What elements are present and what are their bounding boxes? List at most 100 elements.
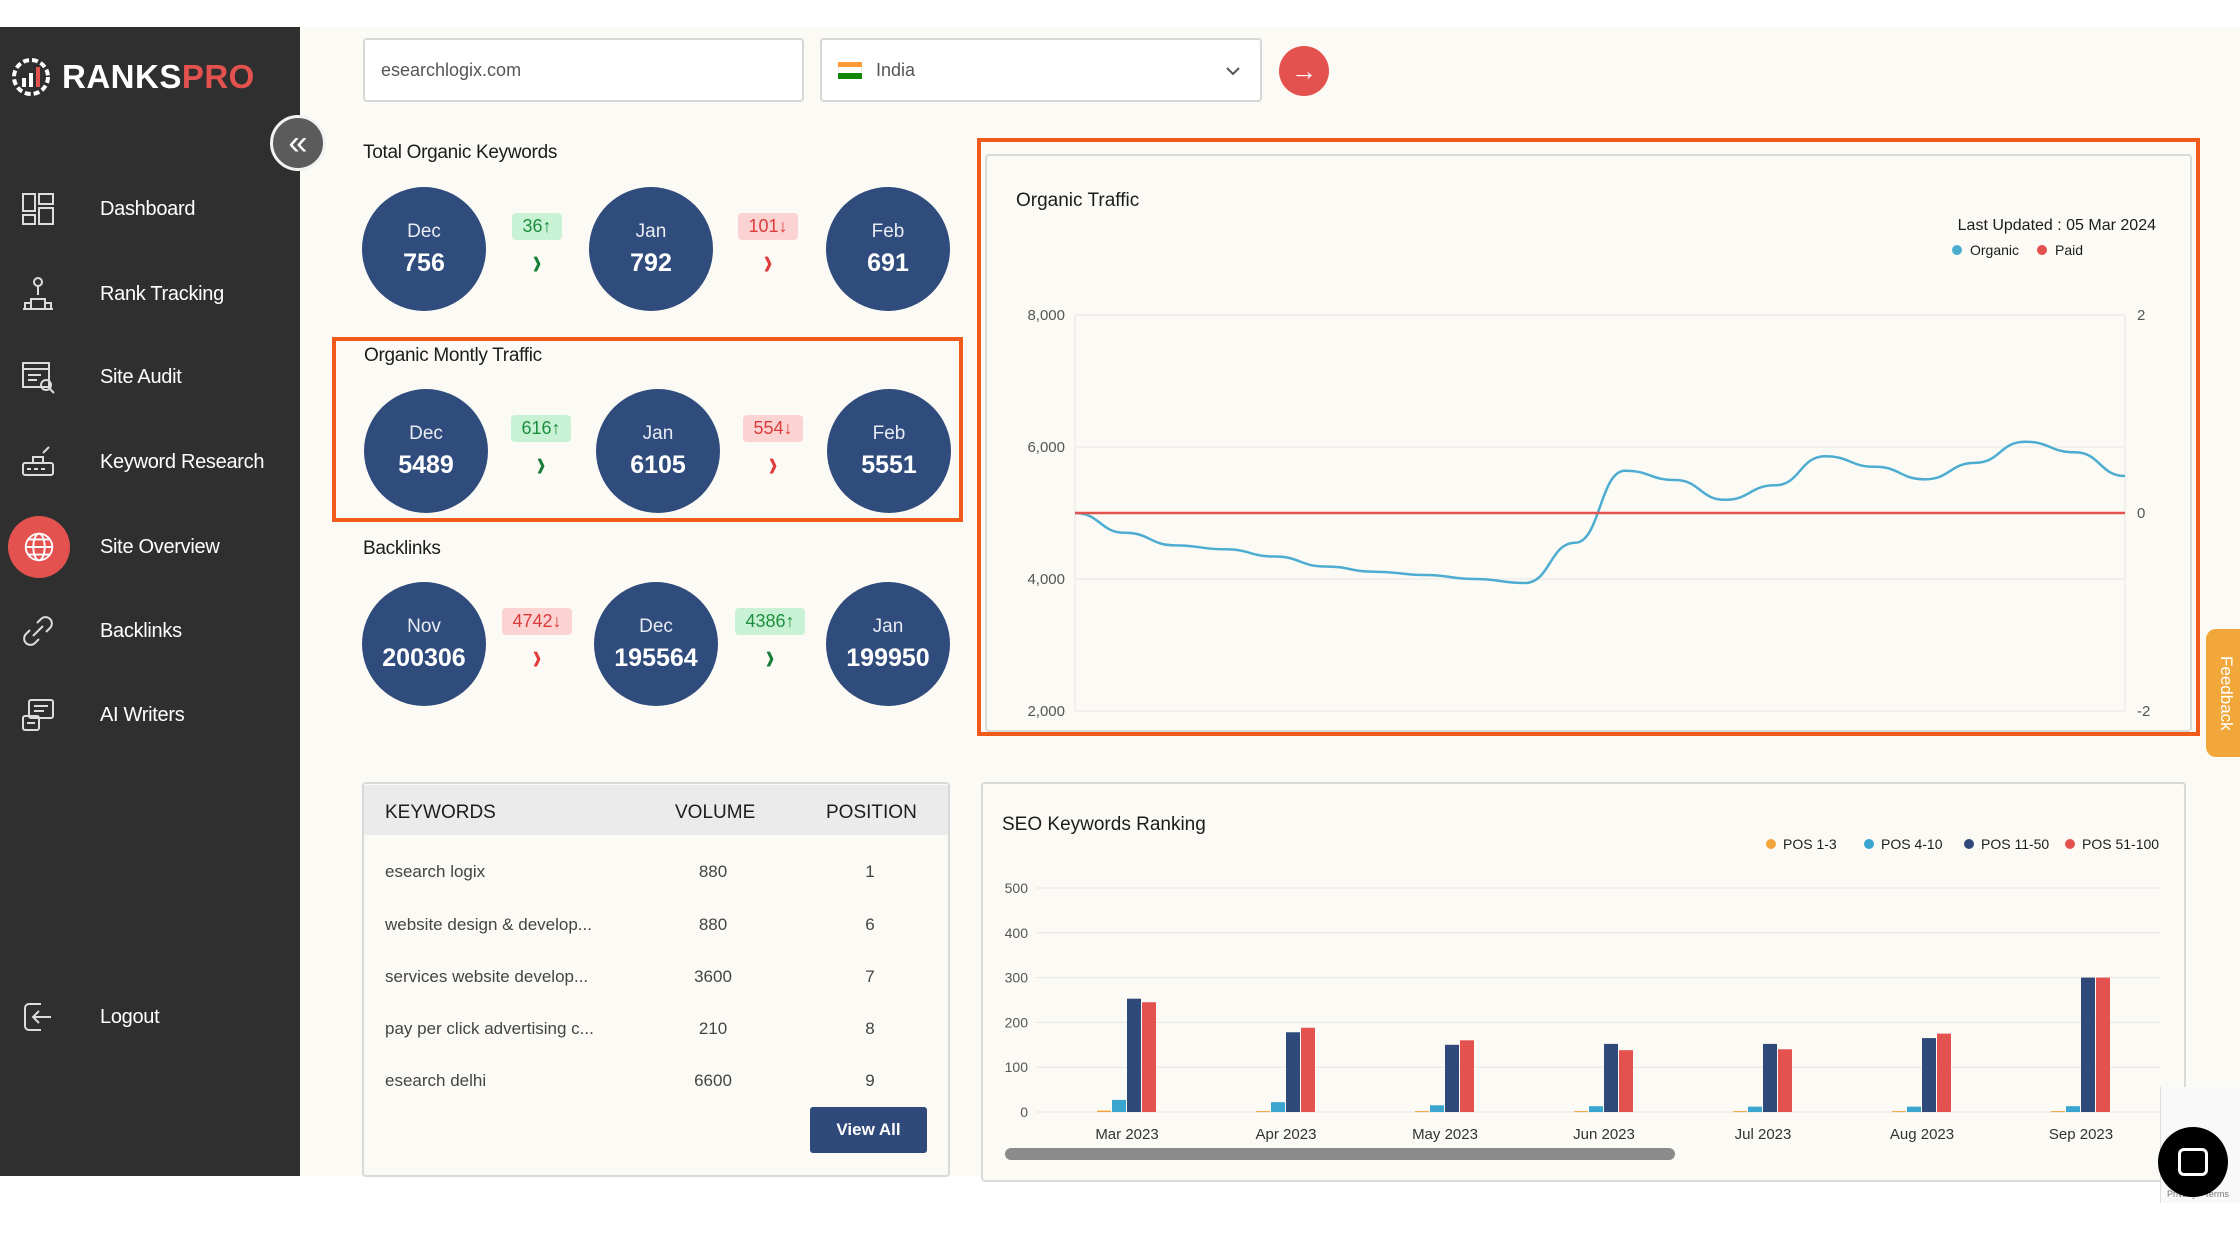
bar-pos-4-10[interactable] [1907, 1106, 1921, 1112]
bar-pos-4-10[interactable] [1589, 1106, 1603, 1112]
volume-cell: 880 [698, 862, 728, 881]
feedback-tab[interactable]: Feedback [2206, 629, 2240, 757]
sidebar-item-label: Dashboard [100, 197, 196, 220]
legend-marker [1952, 245, 1962, 255]
sidebar: RANKSPRO Dashboard Rank Tracking Site Au… [0, 27, 300, 1176]
bar-pos-11-50[interactable] [1286, 1032, 1300, 1112]
keyword-cell[interactable]: pay per click advertising c... [385, 1019, 594, 1038]
sidebar-item-site-overview[interactable]: Site Overview [0, 512, 300, 582]
bar-pos-51-100[interactable] [1619, 1050, 1633, 1112]
view-all-button[interactable]: View All [810, 1107, 927, 1153]
y-tick-label: 100 [1005, 1059, 1029, 1075]
bar-pos-11-50[interactable] [1445, 1044, 1459, 1112]
chart-title: SEO Keywords Ranking [1002, 814, 1206, 835]
position-cell: 6 [865, 915, 875, 934]
bar-pos-51-100[interactable] [1301, 1027, 1315, 1112]
x-tick-label: Jun 2023 [1573, 1126, 1635, 1143]
x-tick-label: Mar 2023 [1095, 1126, 1158, 1143]
bar-pos-51-100[interactable] [1937, 1033, 1951, 1112]
y-tick-label: 300 [1005, 970, 1029, 986]
bar-pos-1-3[interactable] [1256, 1111, 1270, 1113]
keyword-cell[interactable]: esearch logix [385, 862, 486, 881]
legend-entry[interactable]: Organic [1970, 242, 2019, 258]
y-tick-label: 0 [1020, 1104, 1028, 1120]
y-tick-label-left: 6,000 [1027, 439, 1065, 456]
keyword-cell[interactable]: services website develop... [385, 967, 589, 986]
traffic-section-title: Organic Montly Traffic [364, 345, 542, 366]
brand-logo[interactable]: RANKSPRO [8, 49, 255, 105]
ai-writer-icon [17, 694, 59, 736]
bar-pos-1-3[interactable] [1415, 1111, 1429, 1113]
traffic-month-bubble: Dec 5489 [364, 389, 488, 513]
organic-chart-grid [1075, 314, 2125, 712]
keywords-month-bubble: Jan 792 [589, 187, 713, 311]
submit-button[interactable]: → [1279, 46, 1329, 96]
y-tick-label-left: 8,000 [1027, 307, 1065, 324]
bar-pos-4-10[interactable] [1748, 1106, 1762, 1112]
sidebar-item-logout[interactable]: Logout [0, 982, 300, 1052]
position-cell: 8 [865, 1019, 875, 1038]
table-header-volume[interactable]: VOLUME [675, 802, 756, 823]
sidebar-item-keyword-research[interactable]: Keyword Research [0, 427, 300, 497]
bar-pos-1-3[interactable] [1097, 1110, 1111, 1112]
y-tick-label: 500 [1005, 880, 1029, 896]
traffic-delta: 554↓ › [737, 415, 809, 483]
keyword-cell[interactable]: website design & develop... [385, 915, 592, 934]
keyword-cell[interactable]: esearch delhi [385, 1071, 487, 1090]
bar-pos-11-50[interactable] [1922, 1038, 1936, 1112]
keywords-delta: 36↑ › [501, 213, 573, 283]
traffic-highlight-box [332, 337, 963, 522]
sidebar-item-backlinks[interactable]: Backlinks [0, 596, 300, 666]
domain-input[interactable]: esearchlogix.com [363, 38, 804, 102]
chevron-right-icon: › [532, 241, 542, 283]
table-header-keywords[interactable]: KEYWORDS [385, 802, 496, 823]
bar-pos-51-100[interactable] [1142, 1002, 1156, 1112]
y-tick-label-right: 2 [2137, 307, 2145, 324]
bar-pos-51-100[interactable] [1778, 1049, 1792, 1112]
y-tick-label-left: 2,000 [1027, 703, 1065, 720]
y-tick-label-right: 0 [2137, 505, 2145, 522]
bar-pos-1-3[interactable] [1892, 1111, 1906, 1113]
legend-entry[interactable]: Paid [2055, 242, 2083, 258]
sidebar-item-ai-writers[interactable]: AI Writers [0, 680, 300, 750]
bar-pos-4-10[interactable] [1430, 1105, 1444, 1112]
position-cell: 1 [865, 862, 875, 881]
table-header-position[interactable]: POSITION [826, 802, 917, 823]
traffic-delta: 616↑ › [505, 415, 577, 483]
legend-entry[interactable]: POS 4-10 [1881, 836, 1943, 852]
bar-pos-11-50[interactable] [2081, 977, 2095, 1112]
country-select[interactable]: India [820, 38, 1262, 102]
legend-entry[interactable]: POS 11-50 [1981, 836, 2049, 852]
series-line-organic[interactable] [1074, 440, 2126, 585]
collapse-sidebar-button[interactable]: « [270, 115, 326, 171]
legend-entry[interactable]: POS 1-3 [1783, 836, 1837, 852]
bar-pos-11-50[interactable] [1127, 998, 1141, 1112]
seo-ranking-card [981, 782, 2186, 1182]
chart-title: Organic Traffic [1016, 190, 1139, 211]
backlinks-month-bubble: Nov 200306 [362, 582, 486, 706]
bar-pos-4-10[interactable] [1271, 1102, 1285, 1112]
keywords-table-header [364, 785, 948, 835]
legend-entry[interactable]: POS 51-100 [2082, 836, 2159, 852]
chart-scrollbar[interactable] [1005, 1148, 1675, 1160]
sidebar-item-dashboard[interactable]: Dashboard [0, 174, 300, 244]
sidebar-item-label: Rank Tracking [100, 282, 224, 305]
chevron-right-icon: › [763, 241, 773, 283]
bar-pos-1-3[interactable] [2051, 1111, 2065, 1113]
y-tick-label: 400 [1005, 925, 1029, 941]
sidebar-item-site-audit[interactable]: Site Audit [0, 342, 300, 412]
x-tick-label: Sep 2023 [2049, 1126, 2113, 1143]
bar-pos-4-10[interactable] [1112, 1099, 1126, 1112]
bar-pos-1-3[interactable] [1574, 1111, 1588, 1113]
sidebar-item-label: Logout [100, 1005, 160, 1028]
bar-pos-51-100[interactable] [2096, 977, 2110, 1112]
bar-pos-4-10[interactable] [2066, 1106, 2080, 1112]
sidebar-item-rank-tracking[interactable]: Rank Tracking [0, 259, 300, 329]
backlinks-delta: 4386↑ › [734, 608, 806, 676]
bar-pos-11-50[interactable] [1604, 1043, 1618, 1112]
chat-button[interactable] [2158, 1127, 2228, 1197]
bar-pos-11-50[interactable] [1763, 1043, 1777, 1112]
legend-marker [1964, 839, 1974, 849]
bar-pos-1-3[interactable] [1733, 1111, 1747, 1113]
bar-pos-51-100[interactable] [1460, 1040, 1474, 1112]
